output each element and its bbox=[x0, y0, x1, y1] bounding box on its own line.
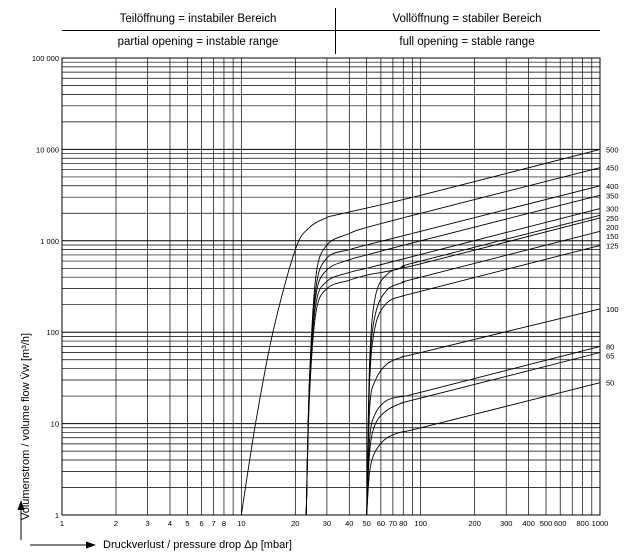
series-line bbox=[305, 217, 601, 516]
header-left-de: Teilöffnung = instabiler Bereich bbox=[119, 13, 277, 25]
x-tick-label: 400 bbox=[522, 519, 535, 528]
series-line bbox=[366, 345, 601, 516]
series-line bbox=[366, 230, 601, 516]
y-tick-label: 10 000 bbox=[36, 145, 59, 154]
series-label: 80 bbox=[606, 342, 614, 351]
x-tick-label: 300 bbox=[500, 519, 513, 528]
x-tick-label: 4 bbox=[168, 519, 172, 528]
series-label: 300 bbox=[606, 205, 619, 214]
y-tick-label: 1 bbox=[55, 511, 59, 520]
x-arrow-head bbox=[86, 541, 96, 549]
x-tick-label: 600 bbox=[554, 519, 567, 528]
series-label: 350 bbox=[606, 191, 619, 200]
y-tick-label: 100 bbox=[46, 328, 59, 337]
series-label: 50 bbox=[606, 379, 614, 388]
x-tick-label: 6 bbox=[199, 519, 203, 528]
y-tick-label: 100 000 bbox=[32, 54, 59, 63]
series-line bbox=[366, 382, 601, 516]
x-tick-label: 1 bbox=[60, 519, 64, 528]
series-label: 100 bbox=[606, 305, 619, 314]
header-divider bbox=[62, 30, 600, 31]
y-tick-label: 10 bbox=[51, 420, 59, 429]
x-tick-label: 2 bbox=[114, 519, 118, 528]
series-line bbox=[366, 214, 601, 516]
header-right-en: full opening = stable range bbox=[399, 36, 535, 48]
x-tick-label: 80 bbox=[399, 519, 407, 528]
x-tick-label: 500 bbox=[540, 519, 553, 528]
x-tick-label: 8 bbox=[222, 519, 226, 528]
series-label: 400 bbox=[606, 182, 619, 191]
series-line bbox=[366, 308, 601, 516]
header-right-de: Vollöffnung = stabiler Bereich bbox=[392, 13, 542, 25]
x-tick-label: 3 bbox=[145, 519, 149, 528]
series-label: 200 bbox=[606, 223, 619, 232]
x-tick-label: 100 bbox=[414, 519, 427, 528]
x-tick-label: 10 bbox=[237, 519, 245, 528]
x-tick-label: 50 bbox=[363, 519, 371, 528]
y-arrow-head bbox=[17, 500, 25, 510]
x-tick-label: 60 bbox=[377, 519, 385, 528]
x-tick-label: 7 bbox=[211, 519, 215, 528]
x-tick-label: 30 bbox=[323, 519, 331, 528]
series-label: 250 bbox=[606, 214, 619, 223]
plot-frame bbox=[61, 57, 601, 516]
series-line bbox=[366, 352, 601, 516]
series-line bbox=[305, 194, 601, 516]
series-line bbox=[305, 208, 601, 516]
y-axis-label: Volumenstrom / volume flow V̇w [m³/h] bbox=[20, 332, 32, 520]
series-line bbox=[366, 244, 601, 516]
x-tick-label: 5 bbox=[185, 519, 189, 528]
y-tick-label: 1 000 bbox=[40, 237, 59, 246]
series-label: 500 bbox=[606, 145, 619, 154]
series-line bbox=[305, 185, 601, 516]
series-label: 125 bbox=[606, 241, 619, 250]
series-line bbox=[240, 148, 601, 516]
x-axis-label: Druckverlust / pressure drop Δp [mbar] bbox=[103, 539, 292, 551]
x-tick-label: 200 bbox=[468, 519, 481, 528]
series-label: 450 bbox=[606, 164, 619, 173]
x-tick-label: 40 bbox=[345, 519, 353, 528]
x-tick-label: 20 bbox=[291, 519, 299, 528]
x-tick-label: 1000 bbox=[592, 519, 609, 528]
x-tick-label: 800 bbox=[576, 519, 589, 528]
header-left-en: partial opening = instable range bbox=[117, 36, 279, 48]
series-label: 65 bbox=[606, 351, 614, 360]
series-label: 150 bbox=[606, 232, 619, 241]
header-separator bbox=[335, 8, 336, 54]
x-tick-label: 70 bbox=[389, 519, 397, 528]
